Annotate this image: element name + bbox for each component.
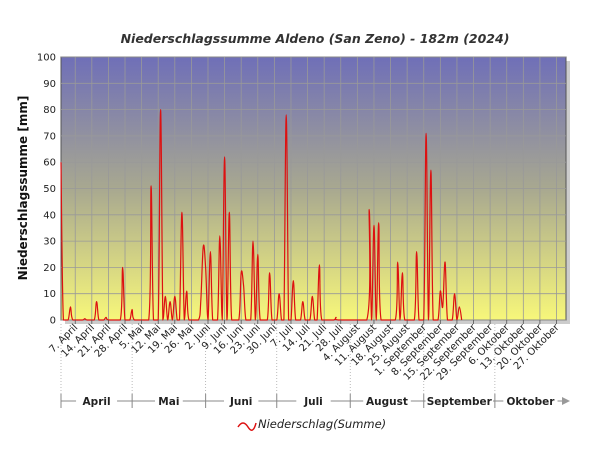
y-tick-label: 90 [43,79,56,90]
month-label: Juli [303,396,323,408]
y-tick-label: 40 [43,210,56,221]
month-label-bg [223,394,259,408]
month-label: Oktober [506,396,555,408]
y-tick-label: 20 [43,263,56,274]
month-axis: April Mai Juni Juli August September Oktober [60,324,570,408]
legend-label: Niederschlag(Summe) [258,417,386,431]
y-tick-label: 30 [43,237,56,248]
series-layer [60,109,463,321]
y-axis-ticks: 0 10 20 30 40 50 60 70 80 90 100 [37,53,56,327]
y-tick-label: 50 [43,184,56,195]
month-label: Mai [158,396,179,408]
legend: Niederschlag(Summe) [237,417,386,431]
month-label: Juni [229,396,252,408]
y-tick-label: 0 [50,316,56,327]
y-tick-label: 100 [37,53,56,64]
y-tick-label: 70 [43,131,56,142]
month-label-bg [76,394,118,408]
y-tick-label: 60 [43,158,56,169]
month-axis-arrow [562,397,570,405]
chart-title: Niederschlagssumme Aldeno (San Zeno) - 1… [121,31,510,46]
grid [61,56,566,321]
y-axis-label: Niederschlagssumme [mm] [16,96,30,281]
y-tick-label: 80 [43,105,56,116]
month-label-bg [296,394,331,408]
month-label: September [427,396,493,408]
y-tick-label: 10 [43,289,56,300]
month-label: August [366,396,408,408]
month-label-bg [363,394,411,408]
month-label-bg [154,394,183,408]
plot-background [60,56,570,324]
month-label-bg [425,394,494,408]
month-label: April [83,396,111,408]
series-line [60,109,463,321]
legend-line-swatch [237,422,257,431]
month-label-bg [503,394,558,408]
